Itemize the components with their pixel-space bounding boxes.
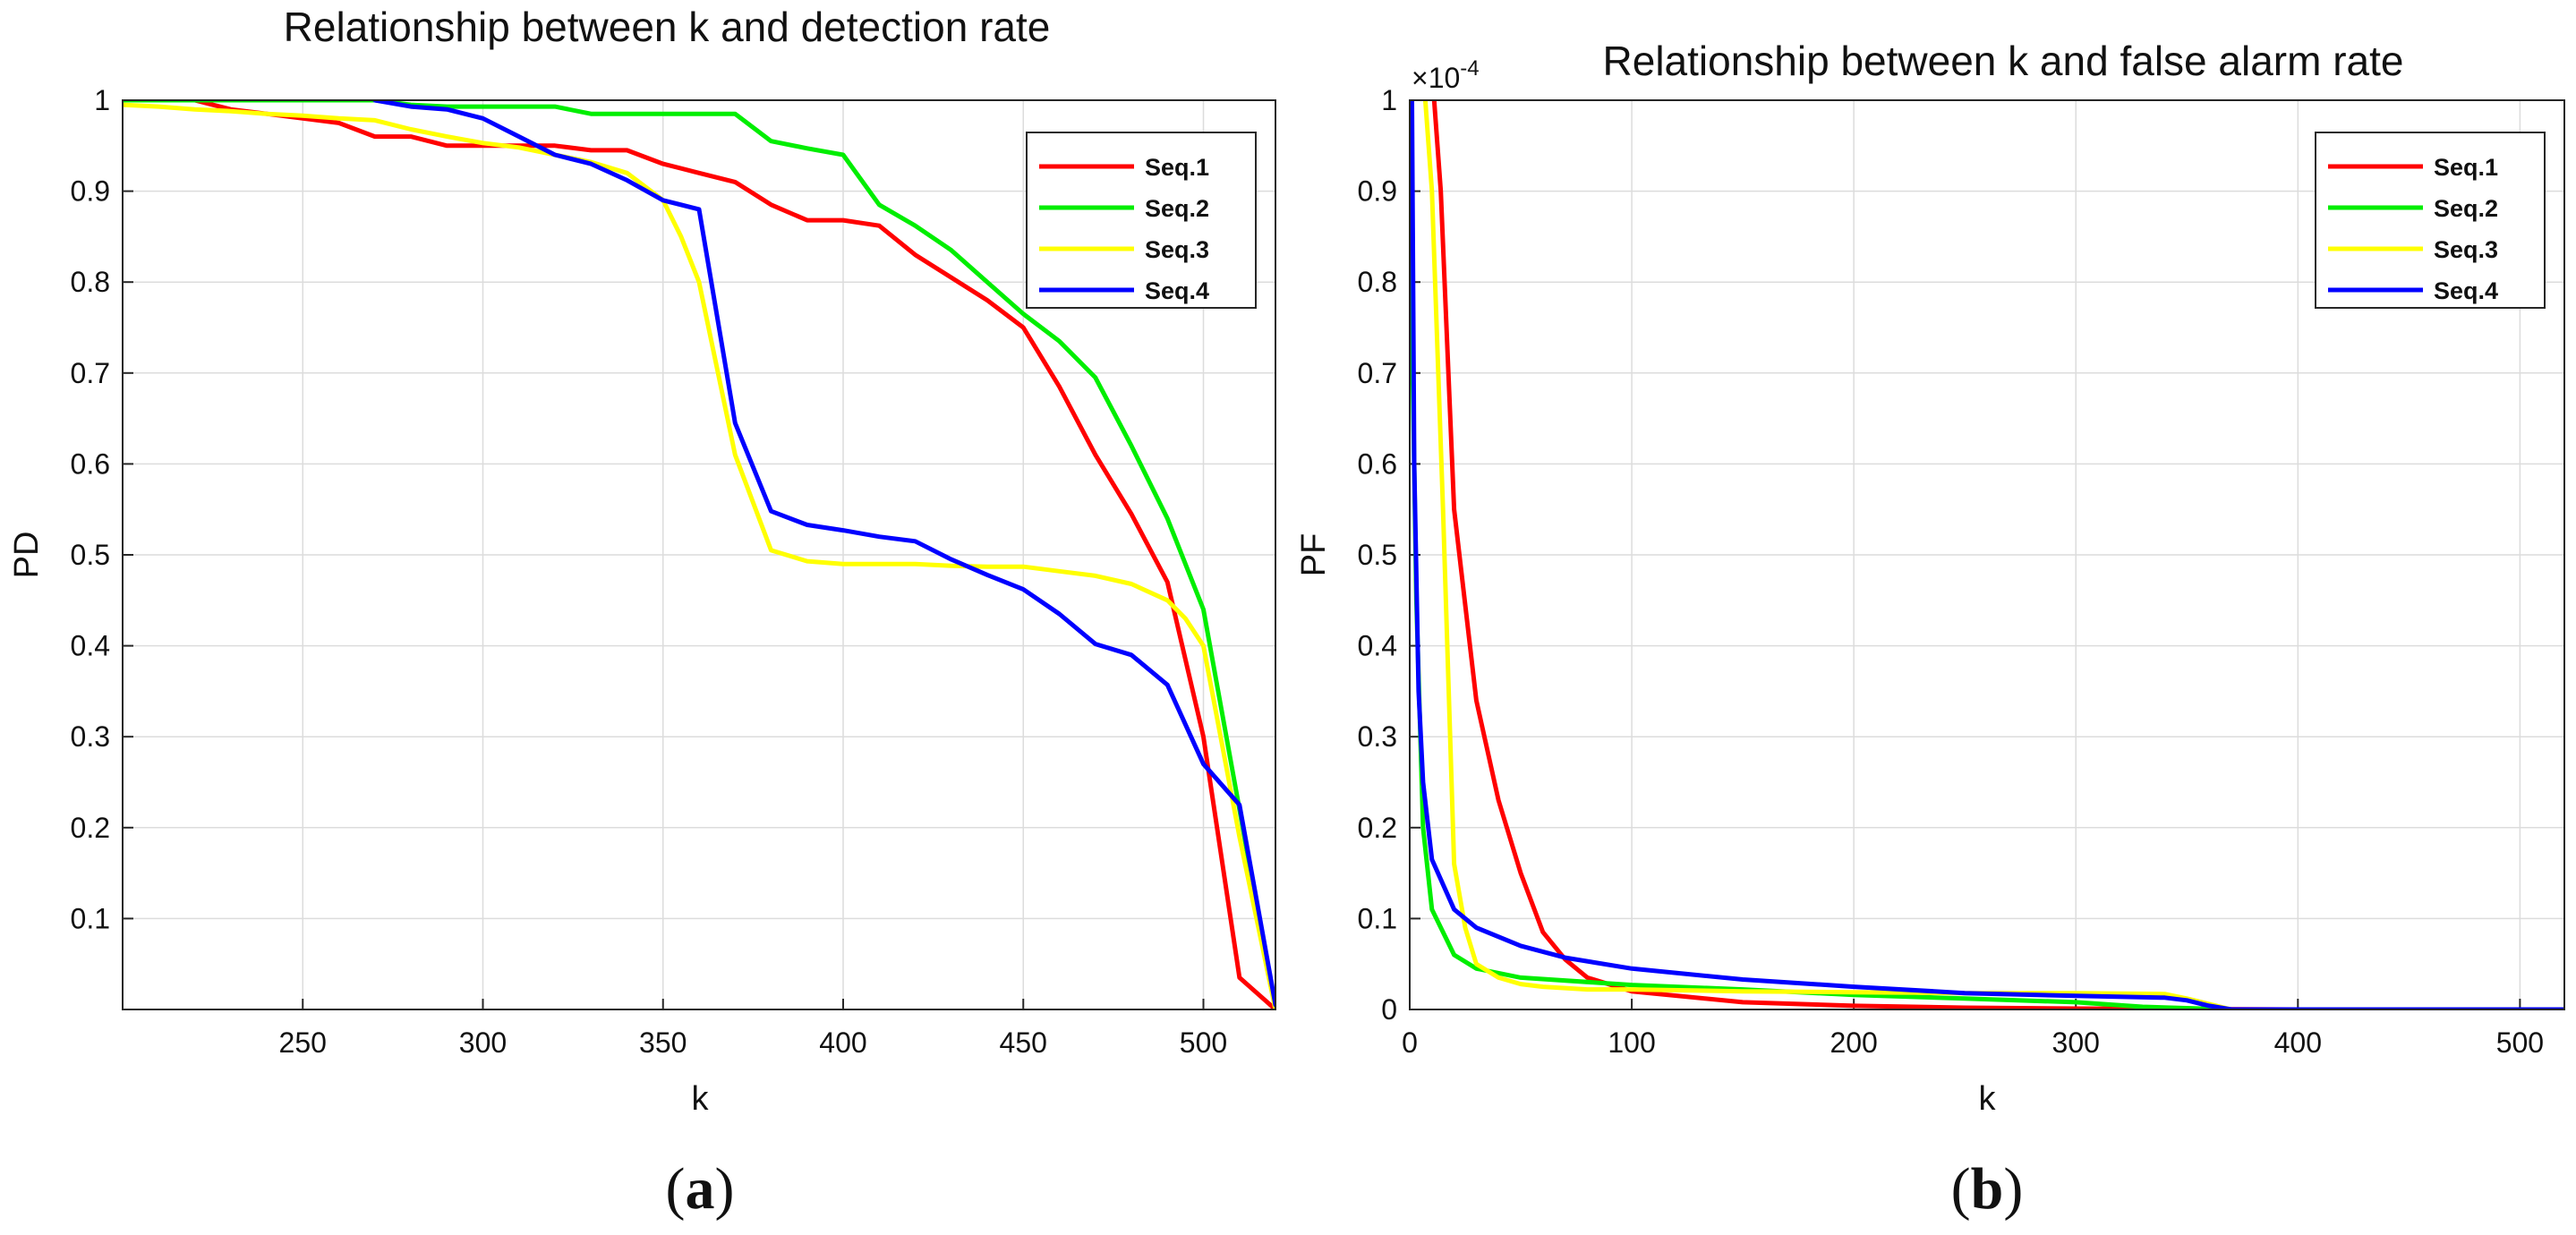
chart-b-legend-box: [2315, 132, 2546, 309]
chart-b-yticks: 0 0.1 0.2 0.3 0.4 0.5 0.6 0.7 0.8 0.9 1: [1358, 84, 1420, 1026]
chart-a-series-4-line: [372, 100, 1275, 1008]
chart-a-xtick-label: 500: [1180, 1026, 1227, 1059]
chart-a-xtick-label: 300: [459, 1026, 507, 1059]
chart-a-ytick-label: 0.6: [71, 447, 110, 480]
chart-b-series-4-line: [1410, 100, 2564, 1009]
chart-a-legend-label-3: Seq.3: [1145, 236, 1209, 263]
chart-b-ytick-label: 0: [1381, 993, 1397, 1026]
chart-b-series-3-line: [1422, 100, 2564, 1009]
chart-b-xtick-label: 400: [2274, 1026, 2322, 1059]
chart-b: ×10-4 Relationship between k and false a…: [1295, 38, 2565, 1222]
chart-b-ytick-label: 0.3: [1358, 720, 1397, 753]
chart-b-title: Relationship between k and false alarm r…: [1603, 38, 2404, 84]
chart-a-xtick-label: 350: [639, 1026, 687, 1059]
chart-a-legend-box: [1026, 132, 1257, 309]
chart-b-ytick-label: 0.7: [1358, 357, 1397, 389]
chart-b-xtick-label: 0: [1402, 1026, 1418, 1059]
chart-a-ytick-label: 0.9: [71, 175, 110, 208]
chart-a-ytick-label: 1: [94, 84, 110, 116]
chart-a-xtick-label: 450: [1000, 1026, 1047, 1059]
chart-a-lines: [123, 100, 1275, 1009]
chart-b-ytick-label: 0.8: [1358, 266, 1397, 298]
chart-a-ytick-label: 0.4: [71, 630, 110, 662]
chart-a-series-3-line: [123, 102, 1275, 1009]
chart-b-ytick-label: 0.5: [1358, 539, 1397, 571]
chart-a-legend: Seq.1 Seq.2 Seq.3 Seq.4: [1026, 132, 1257, 309]
chart-a-ytick-label: 0.3: [71, 720, 110, 753]
chart-a-legend-label-2: Seq.2: [1145, 195, 1209, 222]
chart-b-xticks: 0 100 200 300 400 500: [1402, 999, 2544, 1059]
chart-a-xtick-label: 250: [279, 1026, 327, 1059]
chart-a-ytick-label: 0.7: [71, 357, 110, 389]
chart-a-xlabel: k: [692, 1080, 710, 1118]
chart-a-ytick-label: 0.5: [71, 539, 110, 571]
chart-a-series-2-line: [123, 100, 1275, 1009]
chart-b-ylabel: PF: [1295, 533, 1333, 577]
panel-label-b: (b): [1951, 1156, 2024, 1222]
chart-a-series-1-line: [123, 100, 1275, 1009]
chart-b-legend-label-1: Seq.1: [2434, 154, 2498, 181]
chart-a-legend-label-1: Seq.1: [1145, 154, 1209, 181]
chart-b-xlabel: k: [1979, 1080, 1997, 1118]
chart-b-xtick-label: 200: [1830, 1026, 1877, 1059]
chart-b-ytick-label: 0.4: [1358, 630, 1397, 662]
chart-b-xtick-label: 300: [2052, 1026, 2100, 1059]
chart-a-ytick-label: 0.2: [71, 812, 110, 844]
chart-b-y-multiplier: ×10-4: [1412, 56, 1480, 94]
panel-label-a: (a): [666, 1156, 735, 1222]
chart-b-legend-label-4: Seq.4: [2434, 277, 2498, 304]
chart-a-title: Relationship between k and detection rat…: [284, 4, 1051, 50]
chart-a-ylabel: PD: [8, 532, 46, 579]
chart-b-xtick-label: 500: [2496, 1026, 2544, 1059]
chart-b-frame: [1409, 99, 2565, 1010]
chart-a: Relationship between k and detection rat…: [8, 4, 1276, 1222]
chart-a-legend-label-4: Seq.4: [1145, 277, 1209, 304]
chart-b-legend-label-2: Seq.2: [2434, 195, 2498, 222]
chart-b-legend: Seq.1 Seq.2 Seq.3 Seq.4: [2315, 132, 2546, 309]
chart-b-ytick-label: 0.2: [1358, 812, 1397, 844]
chart-a-xtick-label: 400: [819, 1026, 866, 1059]
chart-a-ytick-label: 0.1: [71, 902, 110, 934]
chart-a-xticks: 250 300 350 400 450 500: [279, 999, 1227, 1059]
chart-b-ytick-label: 0.9: [1358, 175, 1397, 208]
chart-a-frame: [122, 99, 1276, 1010]
chart-b-legend-label-3: Seq.3: [2434, 236, 2498, 263]
chart-a-ytick-label: 0.8: [71, 266, 110, 298]
chart-b-ytick-label: 0.6: [1358, 447, 1397, 480]
chart-b-ytick-label: 0.1: [1358, 902, 1397, 934]
chart-b-ytick-label: 1: [1381, 84, 1397, 116]
chart-a-yticks: 0.1 0.2 0.3 0.4 0.5 0.6 0.7 0.8 0.9 1: [71, 84, 133, 934]
chart-b-xtick-label: 100: [1608, 1026, 1655, 1059]
